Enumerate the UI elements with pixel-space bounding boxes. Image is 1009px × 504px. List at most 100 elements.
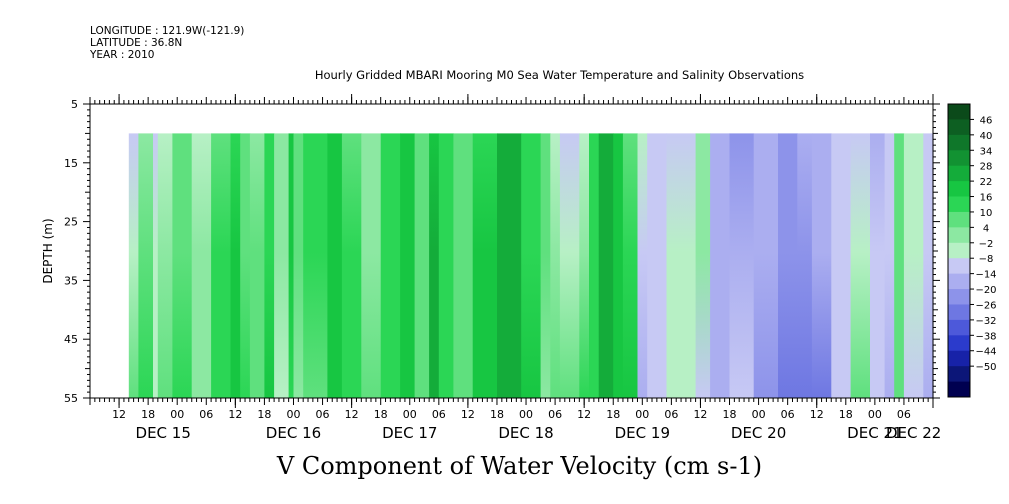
y-tick-label: 35 bbox=[64, 274, 78, 287]
heatmap-cell bbox=[361, 133, 382, 398]
x-tick-label: 18 bbox=[606, 408, 620, 421]
x-tick-label: 00 bbox=[170, 408, 184, 421]
heatmap-cell bbox=[497, 133, 522, 398]
colorbar-swatch bbox=[948, 119, 970, 136]
heatmap-cell bbox=[414, 133, 430, 398]
y-tick-label: 5 bbox=[71, 98, 78, 111]
heatmap-cell bbox=[753, 133, 779, 398]
x-tick-label: 06 bbox=[316, 408, 330, 421]
heatmap-cell bbox=[647, 133, 668, 398]
heatmap-cell bbox=[831, 133, 852, 398]
colorbar-swatch bbox=[948, 165, 970, 182]
x-tick-label: 06 bbox=[664, 408, 678, 421]
heatmap-cell bbox=[172, 133, 193, 398]
heatmap-cell bbox=[438, 133, 454, 398]
x-tick-label: 06 bbox=[432, 408, 446, 421]
x-day-label: DEC 15 bbox=[136, 424, 191, 442]
colorbar-label: 4 bbox=[983, 223, 989, 234]
colorbar-swatch bbox=[948, 304, 970, 321]
heatmap-cell bbox=[778, 133, 798, 398]
x-tick-label: 06 bbox=[199, 408, 213, 421]
colorbar-swatch bbox=[948, 242, 970, 259]
x-tick-label: 00 bbox=[635, 408, 649, 421]
x-day-label: DEC 21 bbox=[847, 424, 902, 442]
heatmap-cell bbox=[521, 133, 542, 398]
heatmap-cell bbox=[157, 133, 173, 398]
heatmap-cell bbox=[264, 133, 275, 398]
x-axis-ticks bbox=[89, 94, 934, 408]
heatmap-cell bbox=[191, 133, 212, 398]
x-tick-label: 12 bbox=[461, 408, 475, 421]
colorbar-swatch bbox=[948, 227, 970, 244]
colorbar-label: 34 bbox=[980, 146, 993, 157]
x-axis-day-labels: DEC 15 DEC 16 DEC 17 DEC 18 DEC 19 DEC 20 DEC … bbox=[136, 424, 942, 442]
x-tick-label: 06 bbox=[781, 408, 795, 421]
y-tick-label: 45 bbox=[64, 333, 78, 346]
y-axis-label: DEPTH (m) bbox=[41, 218, 55, 283]
colorbar-swatch bbox=[948, 366, 970, 382]
x-tick-label: 18 bbox=[723, 408, 737, 421]
colorbar-label: −2 bbox=[979, 239, 994, 250]
heatmap-cell bbox=[797, 133, 813, 398]
colorbar-swatch bbox=[948, 211, 970, 228]
x-tick-label: 06 bbox=[897, 408, 911, 421]
x-tick-label: 00 bbox=[868, 408, 882, 421]
heatmap-cell bbox=[230, 133, 241, 398]
heatmap-cell bbox=[550, 133, 561, 398]
y-axis-ticks bbox=[83, 103, 940, 399]
x-tick-label: 00 bbox=[403, 408, 417, 421]
colorbar-swatch bbox=[948, 350, 970, 367]
x-tick-label: 18 bbox=[141, 408, 155, 421]
x-day-label: DEC 19 bbox=[615, 424, 670, 442]
colorbar-label: 28 bbox=[980, 162, 993, 173]
x-tick-label: 12 bbox=[693, 408, 707, 421]
x-day-label: DEC 17 bbox=[382, 424, 437, 442]
heatmap-cell bbox=[598, 133, 614, 398]
colorbar-swatch bbox=[948, 319, 970, 336]
heatmap-cell bbox=[138, 133, 154, 398]
colorbar-swatch bbox=[948, 104, 970, 120]
colorbar-label: −32 bbox=[975, 316, 996, 327]
heatmap-cell bbox=[811, 133, 832, 398]
heatmap-cell bbox=[540, 133, 551, 398]
colorbar: 46 40 34 28 22 16 10 4 −2 −8 −14 −20 −26 −32 −38 −44 −50 bbox=[947, 103, 997, 398]
x-axis-label: V Component of Water Velocity (cm s-1) bbox=[276, 452, 763, 480]
colorbar-swatch bbox=[948, 134, 970, 151]
heatmap-cell bbox=[850, 133, 871, 398]
x-tick-label: 12 bbox=[228, 408, 242, 421]
heatmap-cell bbox=[903, 133, 924, 398]
colorbar-label: 46 bbox=[980, 115, 993, 126]
x-tick-label: 00 bbox=[519, 408, 533, 421]
x-tick-label: 18 bbox=[374, 408, 388, 421]
x-day-label: DEC 22 bbox=[886, 424, 941, 442]
x-tick-label: 12 bbox=[810, 408, 824, 421]
heatmap-cell bbox=[429, 133, 440, 398]
x-tick-label: 12 bbox=[345, 408, 359, 421]
colorbar-label: 10 bbox=[980, 208, 993, 219]
colorbar-label: −50 bbox=[975, 362, 996, 373]
chart-title: Hourly Gridded MBARI Mooring M0 Sea Wate… bbox=[314, 68, 805, 82]
heatmap-cell bbox=[894, 133, 905, 398]
heatmap-cell bbox=[293, 133, 304, 398]
colorbar-swatch bbox=[948, 181, 970, 197]
heatmap-cell bbox=[274, 133, 290, 398]
heatmap-cell bbox=[128, 133, 140, 398]
colorbar-swatch bbox=[948, 258, 970, 275]
heatmap-cell bbox=[870, 133, 886, 398]
heatmap-cell bbox=[923, 133, 934, 398]
heatmap-cell bbox=[153, 133, 159, 398]
colorbar-swatch bbox=[948, 335, 970, 352]
colorbar-label: 40 bbox=[980, 131, 993, 142]
longitude-label: LONGITUDE : 121.9W(-121.9) bbox=[90, 25, 245, 37]
y-tick-label: 55 bbox=[64, 392, 78, 405]
heatmap-cell bbox=[613, 133, 624, 398]
heatmap-cell bbox=[637, 133, 648, 398]
heatmap-cell bbox=[341, 133, 362, 398]
colorbar-label: −14 bbox=[975, 270, 996, 281]
y-axis-tick-labels: 5 15 25 35 45 55 bbox=[64, 98, 78, 405]
heatmap-cell bbox=[211, 133, 232, 398]
colorbar-label: −26 bbox=[975, 300, 996, 311]
x-tick-label: 18 bbox=[257, 408, 271, 421]
heatmap-cell bbox=[380, 133, 401, 398]
